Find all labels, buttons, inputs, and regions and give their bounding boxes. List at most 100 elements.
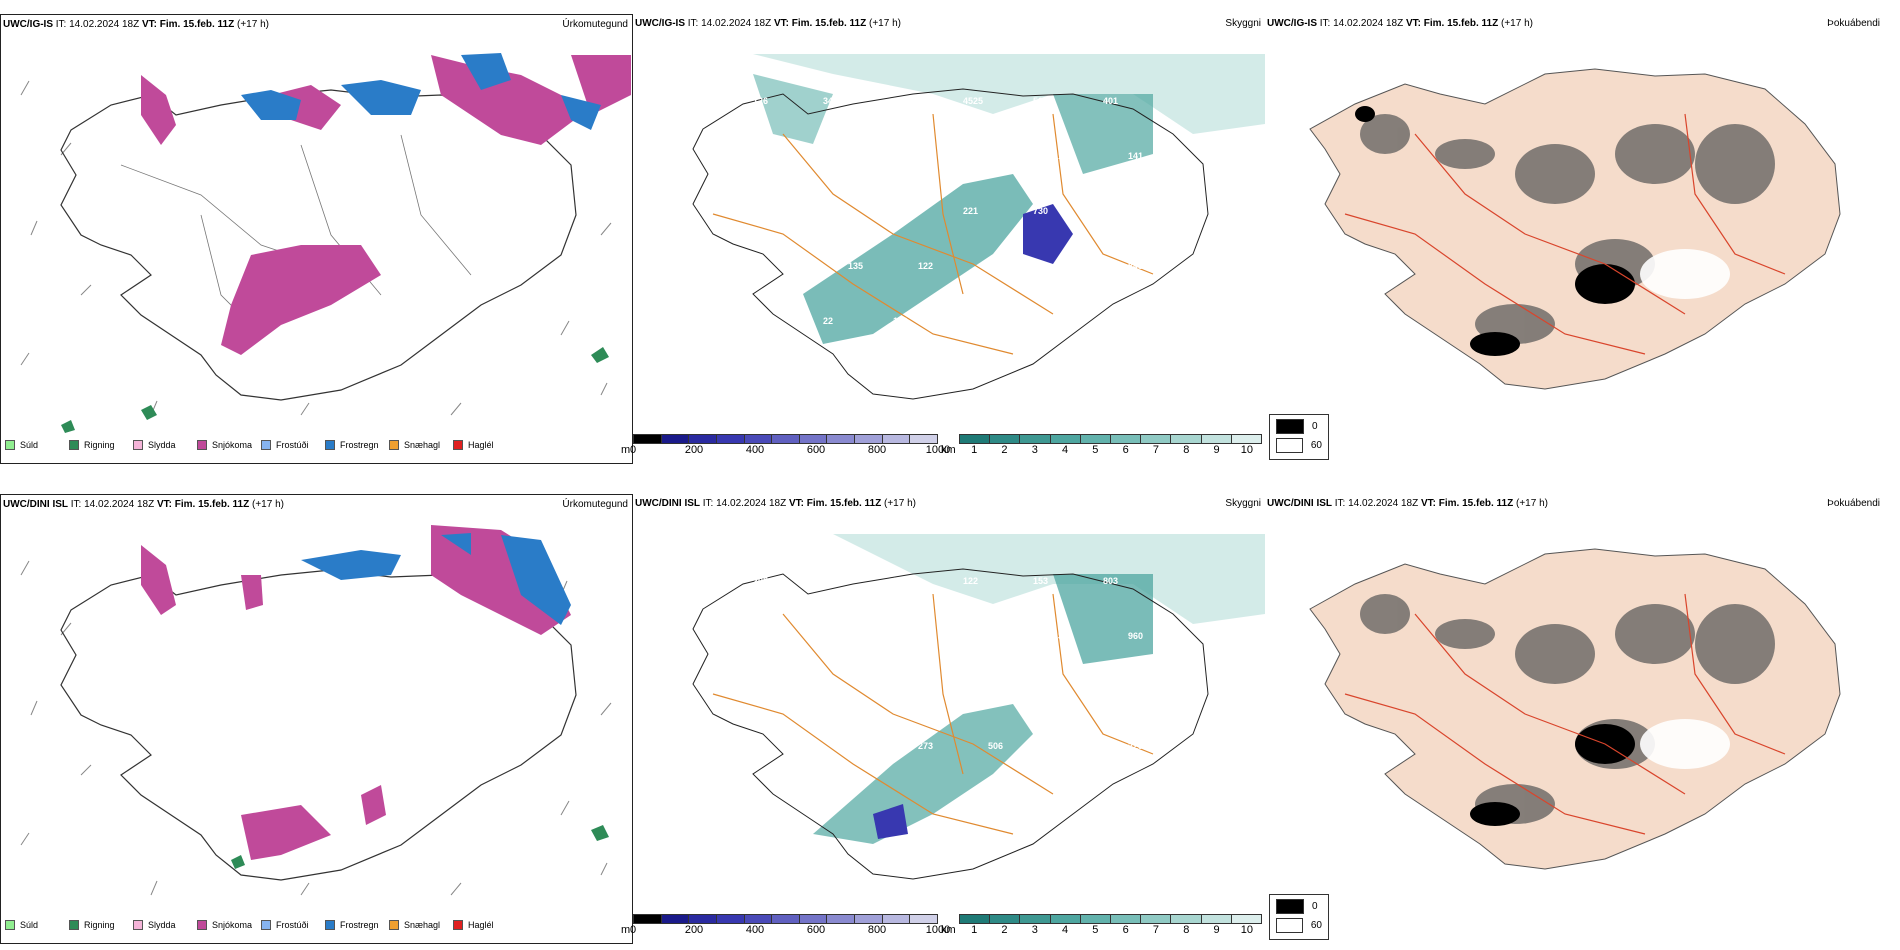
colorbar-cell (1201, 915, 1232, 923)
panel-product-title: Úrkomutegund (562, 499, 628, 510)
colorbar-cell (1111, 915, 1142, 923)
cloudbase-label: 348 (848, 151, 863, 161)
legend-item-haglel: Haglél (453, 920, 517, 930)
cloudbase-label: 137 (778, 261, 793, 271)
colorbar-tick-label: 2 (1001, 924, 1008, 936)
colorbar-cell (1050, 915, 1081, 923)
cloudbase-label: 483 (823, 576, 838, 586)
fog-legend-max: 60 (1276, 918, 1322, 933)
fog-map (1309, 68, 1841, 390)
cloudbase-label: 234 (823, 206, 838, 216)
colorbar-cell (1231, 435, 1262, 443)
cloudbase-label: 16 (963, 316, 973, 326)
colorbar-tick-label: 1000 (925, 444, 951, 456)
panel-product-title: Skyggni (1225, 498, 1261, 509)
cloudbase-label: 825 (753, 316, 768, 326)
precip-map (20, 53, 631, 433)
colorbar-tick-label: 5 (1092, 444, 1099, 456)
colorbar-tick-label: 600 (806, 444, 826, 456)
colorbar-tick-label: 2 (1001, 444, 1008, 456)
cloudbase-label: 803 (1103, 576, 1118, 586)
cloudbase-label: 81 (1058, 741, 1068, 751)
cloudbase-label: 338 (778, 151, 793, 161)
colorbar-tick-label: 6 (1122, 924, 1129, 936)
colorbar-cell (827, 435, 856, 443)
panel-title: UWC/IG-IS IT: 14.02.2024 18Z VT: Fim. 15… (1267, 18, 1533, 29)
colorbar-cell (827, 915, 856, 923)
colorbar-tick-label: 7 (1152, 924, 1159, 936)
cloudbase-label: 246 (893, 206, 908, 216)
cloudbase-label: 221 (963, 206, 978, 216)
cloud-visibility-panel-2: UWC/DINI ISL IT: 14.02.2024 18Z VT: Fim.… (621, 494, 1265, 944)
colorbar-cell (634, 435, 662, 443)
colorbar-cell (661, 435, 690, 443)
colorbar-cell (689, 435, 717, 443)
colorbar-cell (744, 435, 773, 443)
colorbar-cell (1231, 915, 1262, 923)
cloudbase-label: 135 (848, 261, 863, 271)
colorbar-cell (1201, 435, 1232, 443)
colorbar-tick-label: 9 (1213, 924, 1220, 936)
cloudbase-label: 122 (918, 261, 933, 271)
colorbar-cell (689, 915, 717, 923)
panel-title: UWC/IG-IS IT: 14.02.2024 18Z VT: Fim. 15… (635, 18, 901, 29)
colorbar-cell (855, 435, 883, 443)
colorbar-cell (1050, 435, 1081, 443)
cloudbase-label: 153 (1033, 576, 1048, 586)
colorbar-cell (882, 915, 911, 923)
colorbar-cell (882, 435, 911, 443)
cloudbase-label: 141 (1128, 151, 1143, 161)
cloudbase-label: 76 (988, 151, 998, 161)
legend-item-frostudi: Frostúði (261, 920, 325, 930)
rain-areas (61, 347, 609, 433)
fog-legend: 0 60 (1269, 414, 1329, 460)
cloudbase-label: 289 (848, 741, 863, 751)
fog-panel-2: UWC/DINI ISL IT: 14.02.2024 18Z VT: Fim.… (1265, 494, 1900, 944)
legend-item-rigning: Rigning (69, 440, 133, 450)
panel-product-title: Úrkomutegund (562, 19, 628, 30)
colorbar-tick-label: 5 (1092, 924, 1099, 936)
colorbar-tick-label: 0 (629, 444, 637, 456)
colorbar-tick-label: 1 (971, 444, 978, 456)
cloudbase-label: 205 (753, 576, 768, 586)
cloudbase-label: 501 (1033, 96, 1048, 106)
cloud-visibility-map: 126 345 1 4525 501 401 338 348 226 76 15 141 263 234 2… (633, 54, 1265, 400)
colorbar-cell (772, 435, 800, 443)
legend-item-rigning: Rigning (69, 920, 133, 930)
cloudbase-label: 329 (1058, 631, 1073, 641)
cloudbase-label: 266 (1033, 686, 1048, 696)
colorbar-cell (855, 915, 883, 923)
panel-title: UWC/DINI ISL IT: 14.02.2024 18Z VT: Fim.… (635, 498, 916, 509)
cloudbase-label: 160 (778, 741, 793, 751)
colorbar-tick-label: 200 (684, 924, 704, 936)
frostregn-areas (241, 53, 601, 130)
colorbar-tick-label: 8 (1183, 444, 1190, 456)
colorbar-tick-label: 1 (971, 924, 978, 936)
cloudbase-label: 939 (778, 631, 793, 641)
legend-item-frostudi: Frostúði (261, 440, 325, 450)
precip-type-panel-1: UWC/IG-IS IT: 14.02.2024 18Z VT: Fim. 15… (0, 14, 633, 464)
cloud-visibility-panel-1: UWC/IG-IS IT: 14.02.2024 18Z VT: Fim. 15… (621, 14, 1265, 464)
colorbar-cell (990, 435, 1021, 443)
visibility-colorbar: 1 2 3 4 5 6 7 8 9 10 km (941, 914, 1262, 936)
fog-map (1309, 548, 1841, 870)
precip-map (20, 525, 612, 896)
legend-item-frostregn: Frostregn (325, 920, 389, 930)
cloudbase-label: 116 (893, 316, 908, 326)
cloudbase-labels-1: 126 345 1 4525 501 401 338 348 226 76 15 141 263 234 2… (753, 96, 1143, 326)
colorbar-cell (1080, 915, 1112, 923)
legend-item-frostregn: Frostregn (325, 440, 389, 450)
colorbar-cell (634, 915, 662, 923)
cloudbase-label: 401 (1103, 96, 1118, 106)
colorbar-cell (744, 915, 773, 923)
cloudbase-label: 273 (918, 741, 933, 751)
colorbar-cell (910, 915, 938, 923)
legend-item-haglel: Haglél (453, 440, 517, 450)
colorbar-tick-label: 3 (1031, 444, 1038, 456)
cloudbase-label: 22 (823, 316, 833, 326)
colorbar-tick-label: 3 (1031, 924, 1038, 936)
cloudbase-label: 15 (1058, 151, 1068, 161)
cloudbase-label: 226 (918, 151, 933, 161)
colorbar-tick-label: 7 (1152, 444, 1159, 456)
precip-legend: Súld Rigning Slydda Snjókoma Frostúði Fr… (5, 440, 517, 450)
